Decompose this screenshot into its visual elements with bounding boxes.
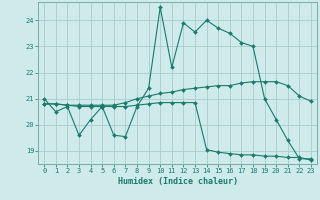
X-axis label: Humidex (Indice chaleur): Humidex (Indice chaleur) bbox=[118, 177, 238, 186]
